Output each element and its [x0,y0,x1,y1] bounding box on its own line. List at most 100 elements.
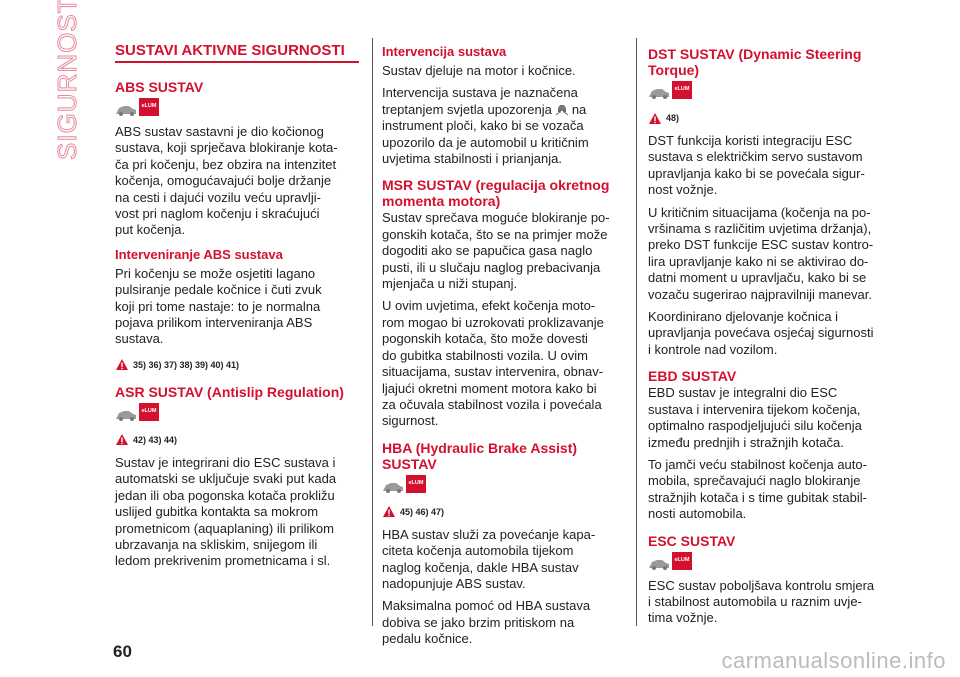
text-line: i kontrole nad vozilom. [648,341,778,357]
warning-icon [116,359,128,371]
paragraph: Pri kočenju se može osjetiti lagano pulsi… [115,266,365,348]
text-line: rom mogao bi uzrokovati proklizavanje [382,314,604,330]
paragraph: EBD sustav je integralni dio ESC sustava … [648,385,898,451]
text-line: dogoditi ako se papučica gasa naglo [382,243,593,259]
warning-text: 35) 36) 37) 38) 39) 40) 41) [133,359,240,370]
text-line: nadopunjuje ABS sustav. [382,575,526,591]
text-line: mobila, sprečavajući naglo blokiranje [648,473,861,489]
text-line: sustava, koji sprječava blokiranje kota- [115,140,338,156]
paragraph: Koordinirano djelovanje kočnica i upravlj… [648,309,898,358]
text-line: momenta motora) [382,193,501,210]
warning-icon [383,506,395,518]
paragraph: ESC sustav poboljšava kontrolu smjera i s… [648,578,898,627]
text-line: HBA (Hydraulic Brake Assist) [382,439,578,456]
section-heading: EBD SUSTAV [648,368,898,384]
text-line: MSR SUSTAV (regulacija okretnog [382,177,610,194]
paragraph: ABS sustav sastavni je dio kočionog susta… [115,124,365,239]
system-icons: eLUM [115,401,365,423]
column: SUSTAVI AKTIVNE SIGURNOSTI ABS SUSTAV eLUM… [115,42,365,576]
text-line: optimalno raspodjeljujući silu kočenja [648,418,862,434]
section-heading: HBA (Hydraulic Brake Assist) SUSTAV [382,440,632,472]
text-line: upozorilo da je automobil u kritičnim [382,134,589,150]
warning-text: 48) [666,113,680,123]
warning-text: 42) 43) 44) [133,434,178,445]
page-number: 60 [113,642,132,661]
text-line: sustava i intervenira tijekom kočenja, [648,401,861,417]
text-line: pojava prilikom interveniranja ABS [115,315,313,331]
text-line: vozaču sugerirao najpravilniji manevar. [648,286,873,302]
subheading: Intervencija sustava [382,44,632,60]
text-line: Sustav je integrirani dio ESC sustava i [115,454,336,470]
text-line: Koordinirano djelovanje kočnica i [648,309,839,325]
text-line: ESC SUSTAV [648,532,736,549]
text-line: SUSTAV [382,455,437,472]
text-line: Torque) [648,62,700,78]
paragraph: HBA sustav služi za povećanje kapa-citet… [382,527,632,593]
system-icons: eLUM [382,473,632,495]
text-line: prometnicom (aquaplaning) ili prilikom [115,520,334,536]
text-line: HBA sustav služi za povećanje kapa- [382,526,596,542]
system-icons: eLUM [648,550,898,572]
text-line: preko DST funkcije ESC sustav kontro- [648,237,874,253]
warning-icon [649,112,661,124]
text-line: ESC sustav poboljšava kontrolu smjera [648,577,875,593]
section-heading: DST SUSTAV (Dynamic Steering Torque) [648,46,898,78]
text-line: U ovim uvjetima, efekt kočenja moto- [382,298,596,314]
icon-label: eLUM [409,480,424,486]
section-heading: MSR SUSTAV (regulacija okretnog momenta m… [382,177,632,209]
text-line: na cesti i dajući vozilu veću upravlji- [115,189,321,205]
section-heading: ASR SUSTAV (Antislip Regulation) [115,384,365,400]
text-line: lira upravljanje kako ni se aktivirao do… [648,253,869,269]
text-line: datni moment u upravljaču, kako bi se [648,270,867,286]
text-line: DST funkcija koristi integraciju ESC [648,133,853,148]
text-line: koji pri tome nastaje: to je normalna [115,298,321,314]
icon-label: eLUM [675,86,690,92]
text-line: uvjetima stabilnosti i prianjanja. [382,151,562,167]
text-line: citeta kočenja automobila tijekom [382,543,574,559]
warning-refs: 35) 36) 37) 38) 39) 40) 41) [115,358,365,372]
text-line: EBD SUSTAV [648,368,737,385]
text: treptanjem svjetla upozorenja [382,101,552,117]
warning-light-icon [555,104,569,116]
paragraph: Sustav sprečava moguće blokiranje po-gon… [382,210,632,292]
text-line: dobiva se jako brzim pritiskom na [382,614,575,630]
paragraph: U ovim uvjetima, efekt kočenja moto-rom … [382,298,632,429]
text-line: Sustav djeluje na motor i kočnice. [382,63,576,78]
text-line: upravljanja povećava osjećaj sigurnosti [648,325,874,341]
text-line: Intervencija sustava je naznačena [382,85,578,101]
paragraph: Maksimalna pomoć od HBA sustava dobiva se… [382,598,632,647]
text-line: SUSTAVI AKTIVNE SIGURNOSTI [115,42,345,59]
paragraph: U kritičnim situacijama (kočenja na po-v… [648,205,898,303]
column: DST SUSTAV (Dynamic Steering Torque) eLUM 4… [648,42,898,633]
elum-icon: eLUM [116,402,159,421]
warning-refs: 45) 46) 47) [382,505,632,519]
text-line: ča pri kočenju, bez obzira na intenzitet [115,156,337,172]
paragraph: Intervencija sustava je naznačena treptan… [382,85,632,167]
text-line: nost vožnje. [648,182,718,198]
icon-label: eLUM [675,557,690,563]
warning-text: 45) 46) 47) [400,506,445,517]
text-line: treptanjem svjetla upozorenja na [382,102,632,118]
text-line: tima vožnje. [648,610,718,626]
text-line: automatski se uključuje svaki put kada [115,471,337,487]
text-line: za očuvala stabilnost vozila i povećala [382,396,602,412]
section-heading: ABS SUSTAV [115,79,365,95]
paragraph: Sustav djeluje na motor i kočnice. [382,63,632,79]
column-divider [372,38,373,626]
text: na [571,101,587,117]
warning-icon [116,434,128,446]
elum-icon: eLUM [116,98,159,116]
system-icons: eLUM [648,79,898,101]
text-line: Maksimalna pomoć od HBA sustava [382,598,591,614]
text-line: To jamči veću stabilnost kočenja auto- [648,456,867,472]
text-line: jedan ili oba pogonska kotača prokližu [115,487,335,503]
text-line: vršinama s različitim uvjetima držanja), [648,221,872,237]
system-icons: eLUM [115,96,365,118]
text-line: pusti, ili u slučaju naglog prebacivanja [382,259,601,275]
text-line: nosti automobila. [648,506,747,522]
subheading: Interveniranje ABS sustava [115,247,365,263]
paragraph: DST funkcija koristi integraciju ESC sust… [648,133,898,199]
text-line: između prednjih i stražnjih kotača. [648,434,844,450]
text-line: pulsiranje pedale kočnice i čuti zvuk [115,282,322,298]
